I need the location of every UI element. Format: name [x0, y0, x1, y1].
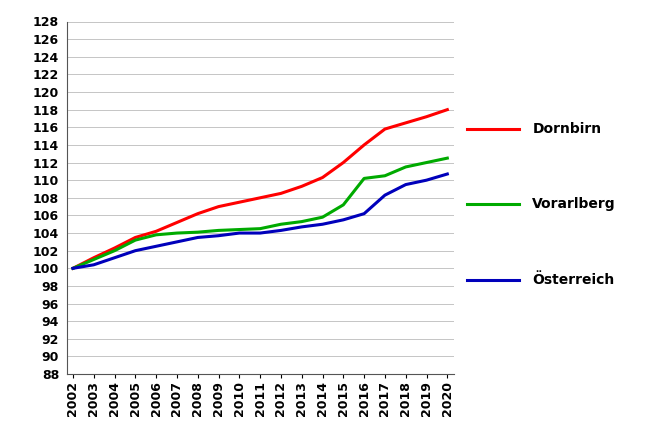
- Text: Vorarlberg: Vorarlberg: [532, 197, 616, 211]
- Text: Österreich: Österreich: [532, 273, 614, 286]
- Text: Dornbirn: Dornbirn: [532, 122, 602, 136]
